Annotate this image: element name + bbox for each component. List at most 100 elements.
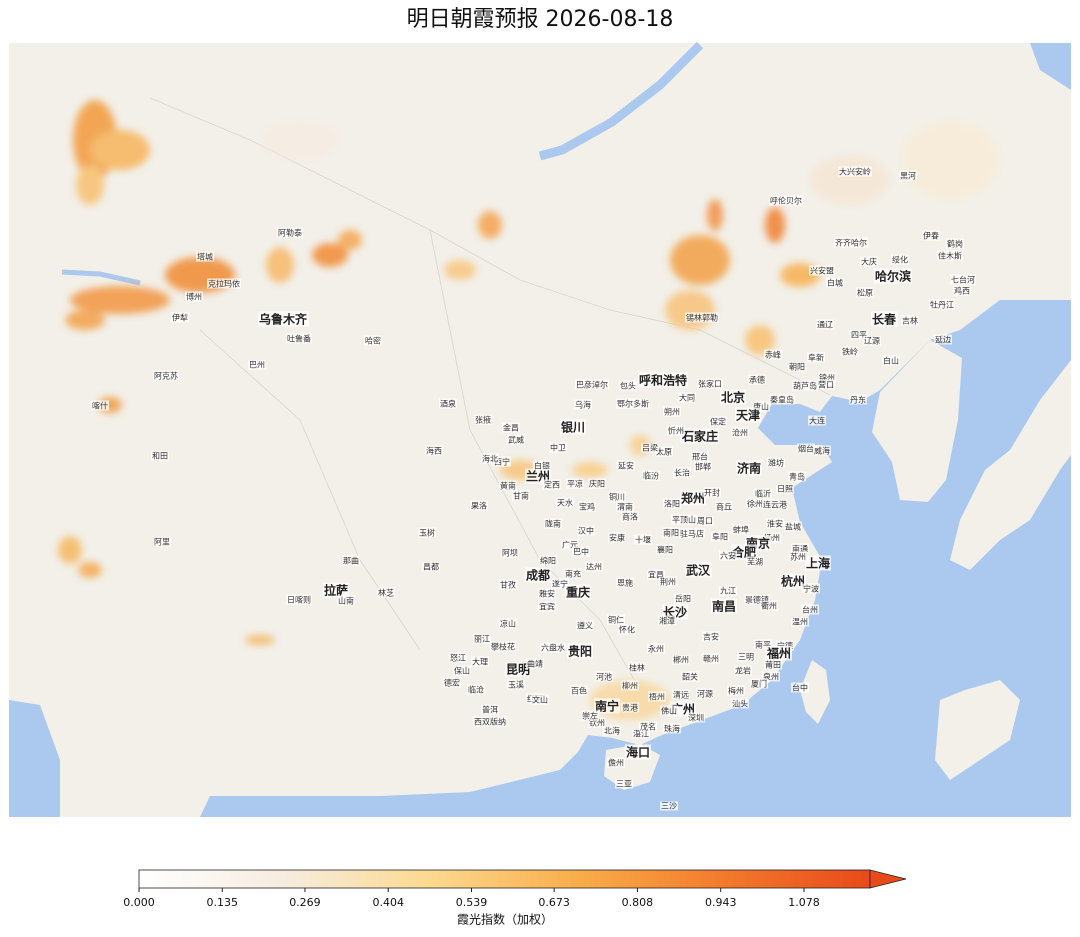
label-box [754,639,772,650]
label-box [493,456,511,467]
label-box [934,334,952,345]
label-box [603,725,621,736]
colorbar-tick-label: 0.135 [207,896,239,909]
place-label: 普洱 [482,705,498,715]
place-label: 岳阳 [675,594,691,604]
place-label: 鹤岗 [947,239,963,249]
place-label: 吐鲁番 [287,334,311,344]
label-box [647,569,665,580]
heat-patch [572,462,608,478]
label-box [769,394,795,405]
place-label: 柳州 [622,681,638,691]
place-label: 阜新 [808,353,824,363]
place-label: 怒江 [450,653,466,663]
place-label: 桂林 [629,663,645,673]
label-box [425,445,443,456]
label-box [473,634,491,644]
label-box [779,573,807,589]
label-box [641,443,659,453]
place-label: 怀化 [619,625,635,635]
place-label: 甘孜 [500,580,516,590]
label-box [816,319,834,330]
place-label: 吕梁 [642,444,658,453]
label-box [681,671,699,682]
label-box [628,662,646,673]
label-box [504,662,532,677]
place-label: 鸡西 [954,286,970,296]
label-box [791,543,809,554]
heat-patch [665,290,715,330]
label-box [734,407,762,423]
place-label: 吉林 [902,316,918,326]
place-label: 巴州 [249,361,265,370]
place-label: 海口 [626,745,650,760]
label-box [588,478,606,489]
place-label: 淮安 [767,519,783,529]
place-label: 通辽 [817,320,833,330]
label-box [659,576,677,587]
place-label: 商丘 [716,502,732,512]
label-box [929,299,955,310]
label-box [474,414,492,425]
place-label: 渭南 [617,502,633,512]
place-label: 兴安盟 [810,266,834,276]
place-label: 西双版纳 [474,717,506,727]
place-label: 芜湖 [747,557,763,567]
place-label: 塔城 [197,252,213,262]
place-label: 郴州 [673,656,689,665]
place-label: 三亚 [616,780,632,789]
label-box [481,453,499,464]
place-label: 清远 [673,690,689,700]
colorbar-tick-label: 0.404 [372,896,404,909]
place-label: 汉中 [578,526,594,536]
place-label: 莆田 [765,660,781,670]
place-label: 长春 [872,312,897,327]
place-label: 深圳 [688,713,704,723]
heat-patch [245,635,275,645]
place-label: 保山 [454,666,470,676]
label-box [538,601,556,612]
label-box [608,532,626,543]
label-box [826,277,844,288]
place-label: 贵阳 [568,644,592,659]
place-label: 七台河 [951,275,975,285]
place-label: 哈尔滨 [875,269,911,284]
label-box [490,641,516,652]
label-box [499,480,517,491]
place-label: 北京 [721,390,745,405]
label-box [512,490,530,501]
place-label: 平凉 [567,479,583,489]
place-label: 杭州 [781,574,805,589]
place-label: 张家口 [698,379,722,389]
label-box [719,586,737,596]
label-box [766,518,784,529]
label-box [248,360,266,370]
label-box [564,584,592,600]
label-box [526,658,544,669]
label-box [673,467,691,478]
place-label: 白城 [827,278,843,288]
label-box [703,487,721,498]
place-label: 开封 [704,488,720,498]
label-box [566,643,594,659]
heat-patch [478,211,502,239]
place-label: 承德 [749,375,765,385]
place-label: 定西 [544,480,560,490]
label-box [634,534,652,545]
place-label: 昌都 [423,563,439,572]
place-label: 三明 [738,653,754,662]
place-label: 哈密 [365,336,381,346]
label-box [593,698,621,714]
label-box [538,588,556,599]
place-label: 邯郸 [695,462,711,472]
label-box [467,684,485,695]
label-box [860,256,878,267]
place-label: 佳木斯 [938,251,962,261]
label-box [702,653,720,664]
label-box [744,594,770,605]
label-box [791,617,809,627]
label-box [549,442,567,453]
heat-patch [810,155,890,205]
place-label: 南平 [755,640,771,650]
label-box [901,315,919,326]
